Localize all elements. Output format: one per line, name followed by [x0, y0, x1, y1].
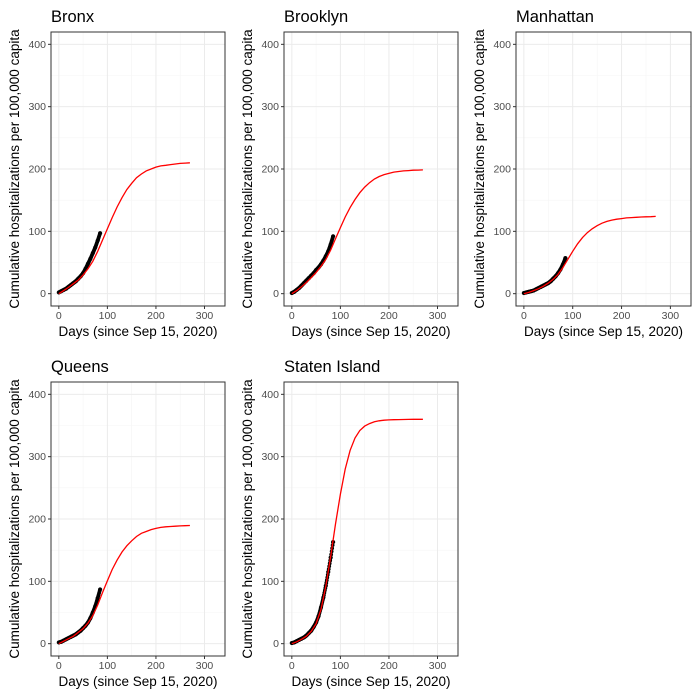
y-axis-label: Cumulative hospitalizations per 100,000 …: [240, 29, 255, 309]
y-axis-label: Cumulative hospitalizations per 100,000 …: [7, 29, 22, 309]
panel-title: Staten Island: [284, 358, 380, 376]
fitted-curve-line: [58, 524, 190, 645]
observed-point: [328, 243, 333, 248]
y-tick-label: 100: [28, 576, 46, 588]
x-axis-label: Days (since Sep 15, 2020): [58, 324, 217, 339]
y-tick-label: 0: [273, 638, 279, 650]
x-tick-label: 0: [521, 310, 527, 322]
y-tick-label: 200: [261, 514, 279, 526]
x-tick-label: 300: [196, 660, 214, 672]
x-axis-label: Days (since Sep 15, 2020): [58, 674, 217, 689]
observed-point: [562, 257, 567, 262]
x-tick-label: 0: [56, 660, 62, 672]
x-tick-label: 200: [380, 310, 398, 322]
y-tick-label: 0: [505, 288, 511, 300]
chart-panel-brooklyn: 0 100 200 300 0 100 200 300 400 Brooklyn Days (sin…: [240, 8, 459, 339]
y-tick-label: 200: [28, 164, 46, 176]
y-tick-label: 300: [28, 101, 46, 113]
y-tick-label: 0: [273, 288, 279, 300]
y-tick-label: 100: [28, 226, 46, 238]
panel-title: Bronx: [51, 8, 95, 26]
panel-title: Queens: [51, 358, 109, 376]
x-tick-label: 300: [429, 660, 447, 672]
fitted-curve-line: [291, 169, 423, 295]
x-axis-label: Days (since Sep 15, 2020): [524, 324, 683, 339]
x-axis-label: Days (since Sep 15, 2020): [291, 674, 450, 689]
x-tick-label: 200: [147, 310, 165, 322]
observed-point: [97, 589, 102, 594]
chart-panel-bronx: 0 100 200 300 0 100 200 300 400 Bronx Days (since …: [7, 8, 226, 339]
y-tick-label: 100: [261, 226, 279, 238]
fitted-curve-line: [523, 215, 656, 295]
x-tick-label: 100: [564, 310, 582, 322]
chart-panel-staten-island: 0 100 200 300 0 100 200 300 400 Staten Island Days…: [240, 358, 459, 689]
y-tick-label: 200: [28, 514, 46, 526]
x-tick-label: 100: [332, 660, 350, 672]
y-tick-label: 200: [261, 164, 279, 176]
x-tick-label: 100: [332, 310, 350, 322]
x-tick-label: 200: [380, 660, 398, 672]
observed-point: [97, 232, 102, 237]
y-tick-label: 400: [261, 389, 279, 401]
panel-title: Manhattan: [516, 8, 594, 26]
fitted-curve-line: [58, 162, 190, 295]
x-tick-label: 300: [196, 310, 214, 322]
y-tick-label: 400: [28, 389, 46, 401]
x-tick-label: 200: [147, 660, 165, 672]
y-axis-label: Cumulative hospitalizations per 100,000 …: [7, 379, 22, 659]
y-axis-label: Cumulative hospitalizations per 100,000 …: [240, 379, 255, 659]
panel-title: Brooklyn: [284, 8, 348, 26]
y-tick-label: 0: [40, 638, 46, 650]
y-tick-label: 300: [28, 451, 46, 463]
x-tick-label: 0: [56, 310, 62, 322]
observed-point: [95, 240, 100, 244]
y-tick-label: 300: [493, 101, 511, 113]
x-tick-label: 0: [289, 660, 295, 672]
y-tick-label: 200: [493, 164, 511, 176]
x-tick-label: 300: [662, 310, 680, 322]
x-tick-label: 100: [99, 310, 117, 322]
y-tick-label: 100: [493, 226, 511, 238]
fitted-curve-line: [291, 418, 423, 645]
y-tick-label: 0: [40, 288, 46, 300]
y-axis-label: Cumulative hospitalizations per 100,000 …: [472, 29, 487, 309]
y-tick-label: 300: [261, 101, 279, 113]
y-tick-label: 300: [261, 451, 279, 463]
x-tick-label: 0: [289, 310, 295, 322]
chart-panel-manhattan: 0 100 200 300 0 100 200 300 400 Manhattan Days (si…: [472, 8, 692, 339]
y-tick-label: 100: [261, 576, 279, 588]
y-tick-label: 400: [28, 39, 46, 51]
y-tick-label: 400: [261, 39, 279, 51]
observed-point: [95, 597, 100, 602]
x-tick-label: 100: [99, 660, 117, 672]
x-tick-label: 200: [613, 310, 631, 322]
chart-panel-queens: 0 100 200 300 0 100 200 300 400 Queens Days (since…: [7, 358, 226, 689]
observed-point: [330, 236, 335, 240]
x-tick-label: 300: [429, 310, 447, 322]
x-axis-label: Days (since Sep 15, 2020): [291, 324, 450, 339]
y-tick-label: 400: [493, 39, 511, 51]
